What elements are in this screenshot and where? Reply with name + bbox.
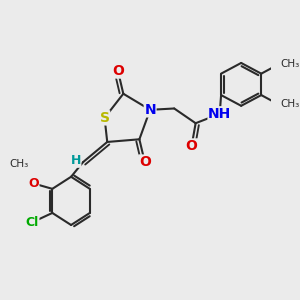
Text: N: N: [144, 103, 156, 117]
Text: H: H: [70, 154, 81, 167]
Text: Cl: Cl: [26, 216, 39, 229]
Text: CH₃: CH₃: [280, 59, 299, 69]
Text: O: O: [139, 155, 151, 169]
Text: CH₃: CH₃: [280, 100, 299, 110]
Text: O: O: [186, 139, 198, 153]
Text: NH: NH: [208, 107, 231, 121]
Text: O: O: [112, 64, 124, 78]
Text: CH₃: CH₃: [9, 159, 28, 169]
Text: O: O: [28, 177, 39, 190]
Text: S: S: [100, 111, 110, 125]
